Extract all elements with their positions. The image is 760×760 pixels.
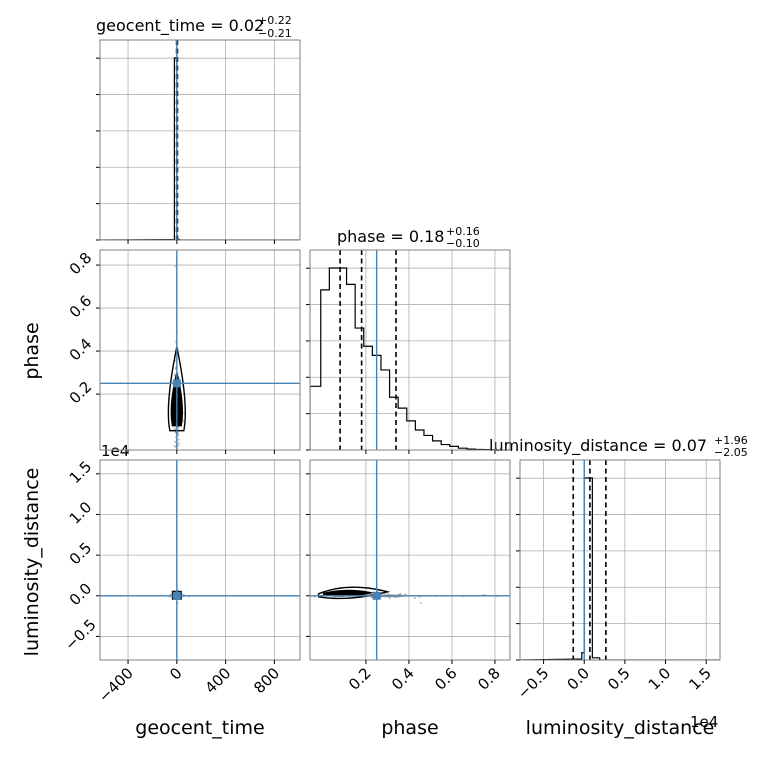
x-tick-label: 0.4: [388, 664, 418, 694]
y-axis-label-luminosity-distance: luminosity_distance: [21, 468, 43, 657]
panel-phase-hist: [306, 249, 511, 454]
x-tick-label: 0.2: [345, 664, 375, 694]
histogram-phase: [310, 267, 510, 450]
x-axis-label-phase: phase: [381, 717, 438, 739]
truth-marker: [172, 591, 181, 600]
x-tick-label: 0: [166, 664, 185, 683]
histogram-geocent_time: [100, 57, 300, 240]
x-tick-label: 0.5: [604, 664, 634, 694]
y-axis-label-phase: phase: [21, 322, 43, 379]
y-tick-label: 0.5: [66, 539, 96, 569]
sample-point: [177, 425, 180, 429]
sample-point: [399, 593, 402, 596]
x-tick-label: −400: [95, 664, 137, 706]
sample-point: [178, 442, 181, 445]
x-axis-label-luminosity-distance: luminosity_distance: [526, 717, 715, 739]
panel-geocent_time-hist: [96, 39, 301, 244]
title-luminosity-distance: luminosity_distance = 0.07: [489, 436, 707, 456]
offset-label-y: 1e4: [101, 442, 129, 460]
panel-plot-area: [310, 460, 510, 660]
panel-frame: [309, 249, 511, 451]
x-tick-label: 1.5: [685, 664, 715, 694]
truth-marker: [372, 591, 381, 600]
title-geocent-time-plus: +0.22: [258, 14, 292, 27]
sample-point: [174, 265, 177, 268]
panel-frame: [309, 459, 511, 661]
truth-marker: [172, 379, 181, 388]
y-tick-label: 1.5: [66, 457, 96, 487]
panel-plot-area: [100, 40, 300, 240]
title-phase-minus: −0.10: [446, 237, 480, 250]
x-axis-label-geocent-time: geocent_time: [135, 717, 264, 739]
y-tick-label: −0.5: [61, 616, 99, 654]
panel-plot-area: [100, 460, 300, 660]
sample-point: [182, 419, 185, 423]
histogram-luminosity_distance: [520, 477, 720, 660]
sample-point: [174, 440, 177, 443]
sample-point: [386, 592, 390, 595]
sample-point: [174, 484, 176, 486]
title-phase: phase = 0.18: [337, 227, 444, 246]
sample-point: [173, 373, 176, 376]
sample-point: [173, 444, 176, 448]
title-geocent-time-minus: −0.21: [258, 27, 292, 40]
title-geocent-time: geocent_time = 0.02: [96, 16, 264, 36]
x-tick-label: 400: [201, 664, 234, 697]
x-tick-label: 800: [250, 664, 283, 697]
panel-frame: [519, 459, 721, 661]
y-tick-label: 0.2: [66, 378, 96, 408]
title-phase-plus: +0.16: [446, 225, 480, 238]
panel-plot-area: [100, 250, 300, 486]
y-tick-label: 0.4: [66, 335, 96, 365]
panel-luminosity_distance-hist: −0.5 0.0 0.5 1.0 1.5: [514, 459, 721, 703]
y-tick-label: 1.0: [66, 498, 96, 528]
contour-line: [317, 586, 388, 600]
title-luminosity-distance-minus: −2.05: [714, 446, 748, 459]
sample-point: [173, 427, 177, 430]
y-tick-label: 0.6: [66, 292, 96, 322]
sample-point: [177, 438, 180, 441]
x-tick-label: −0.5: [514, 664, 552, 702]
sample-point: [383, 593, 387, 596]
panel-frame: [99, 249, 301, 451]
y-tick-label: 0.0: [66, 579, 96, 609]
x-tick-label: 0.6: [431, 664, 461, 694]
panel-plot-area: [520, 460, 720, 660]
panel-plot-area: [310, 250, 510, 450]
sample-point: [388, 596, 392, 600]
contour-region: [322, 589, 375, 597]
x-tick-label: 0.0: [563, 664, 593, 694]
sample-point: [413, 596, 417, 600]
x-tick-label: 0.8: [474, 664, 504, 694]
panel-frame: [99, 459, 301, 661]
panel-frame: [99, 39, 301, 241]
sample-point: [174, 367, 177, 370]
panel-geocent_time-vs-luminosity_distance: −0.5 0.0 0.5 1.0 1.5 −400 0 400 800: [61, 457, 301, 706]
sample-point: [177, 434, 180, 437]
offset-label-x: 1e4: [690, 713, 718, 731]
x-tick-label: 1.0: [645, 664, 675, 694]
title-luminosity-distance-plus: +1.96: [714, 434, 748, 447]
y-tick-label: 0.8: [66, 249, 96, 279]
sample-point: [419, 601, 422, 605]
panel-phase-vs-luminosity_distance: 0.2 0.4 0.6 0.8: [306, 459, 511, 694]
